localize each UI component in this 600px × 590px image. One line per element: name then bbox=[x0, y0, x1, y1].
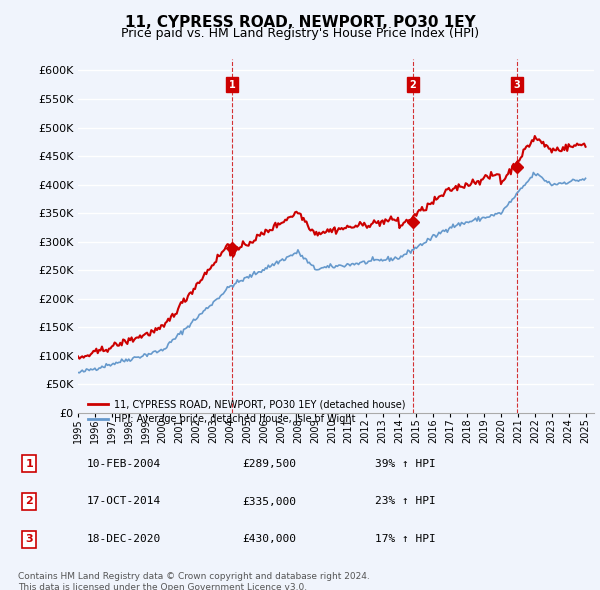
Text: £289,500: £289,500 bbox=[242, 459, 296, 468]
Text: 17-OCT-2014: 17-OCT-2014 bbox=[87, 497, 161, 506]
Text: 10-FEB-2004: 10-FEB-2004 bbox=[87, 459, 161, 468]
Text: £430,000: £430,000 bbox=[242, 535, 296, 544]
Text: Contains HM Land Registry data © Crown copyright and database right 2024.
This d: Contains HM Land Registry data © Crown c… bbox=[18, 572, 370, 590]
Text: 11, CYPRESS ROAD, NEWPORT, PO30 1EY (detached house): 11, CYPRESS ROAD, NEWPORT, PO30 1EY (det… bbox=[115, 399, 406, 409]
Text: HPI: Average price, detached house, Isle of Wight: HPI: Average price, detached house, Isle… bbox=[115, 414, 356, 424]
Text: £335,000: £335,000 bbox=[242, 497, 296, 506]
Text: 2: 2 bbox=[410, 80, 416, 90]
Text: 17% ↑ HPI: 17% ↑ HPI bbox=[375, 535, 436, 544]
Text: Price paid vs. HM Land Registry's House Price Index (HPI): Price paid vs. HM Land Registry's House … bbox=[121, 27, 479, 40]
Text: 11, CYPRESS ROAD, NEWPORT, PO30 1EY: 11, CYPRESS ROAD, NEWPORT, PO30 1EY bbox=[125, 15, 475, 30]
Text: 3: 3 bbox=[25, 535, 33, 544]
Text: 1: 1 bbox=[25, 459, 33, 468]
Text: 3: 3 bbox=[514, 80, 520, 90]
Text: 2: 2 bbox=[25, 497, 33, 506]
Text: 18-DEC-2020: 18-DEC-2020 bbox=[87, 535, 161, 544]
Text: 1: 1 bbox=[229, 80, 235, 90]
Text: 23% ↑ HPI: 23% ↑ HPI bbox=[375, 497, 436, 506]
Text: 39% ↑ HPI: 39% ↑ HPI bbox=[375, 459, 436, 468]
